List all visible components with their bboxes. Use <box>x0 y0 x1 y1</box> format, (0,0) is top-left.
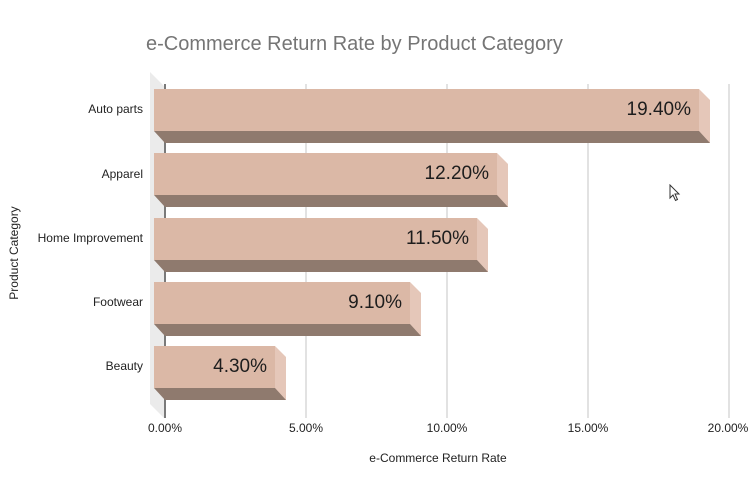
y-axis-title: Product Category <box>7 206 21 300</box>
bar: 9.10% <box>154 282 421 336</box>
category-label: Beauty <box>105 359 143 373</box>
bar-value-label: 12.20% <box>424 163 489 184</box>
bar-side-face <box>410 282 421 336</box>
bar-side-face <box>275 346 286 400</box>
bar-bottom-face <box>154 260 488 272</box>
category-label: Apparel <box>101 167 143 181</box>
x-tick-label: 0.00% <box>147 421 183 435</box>
x-axis-title: e-Commerce Return Rate <box>369 451 507 465</box>
bar: 12.20% <box>154 153 508 207</box>
bar-value-label: 9.10% <box>348 292 402 313</box>
bar-front-face <box>154 282 410 324</box>
mouse-cursor-icon <box>669 184 681 202</box>
bar-value-label: 4.30% <box>213 356 267 377</box>
bar: 4.30% <box>154 346 286 400</box>
x-tick-label: 10.00% <box>426 421 468 435</box>
bar-bottom-face <box>154 324 421 336</box>
bar-front-face <box>154 346 275 388</box>
x-tick-label: 20.00% <box>707 421 749 435</box>
bar-front-face <box>154 89 699 131</box>
bar-bottom-face <box>154 131 710 143</box>
bar-front-face <box>154 153 497 195</box>
chart-title: e-Commerce Return Rate by Product Catego… <box>146 33 563 55</box>
bar-value-label: 19.40% <box>626 99 691 120</box>
gridline-15 <box>587 84 589 418</box>
category-label: Home Improvement <box>37 231 143 245</box>
bar-side-face <box>699 89 710 143</box>
x-tick-label: 15.00% <box>567 421 609 435</box>
bar-value-label: 11.50% <box>405 228 469 249</box>
category-label: Footwear <box>92 295 143 309</box>
bar-front-face <box>154 218 477 260</box>
bar-side-face <box>497 153 508 207</box>
x-tick-label: 5.00% <box>288 421 324 435</box>
bar-bottom-face <box>154 195 508 207</box>
category-label: Auto parts <box>88 102 143 116</box>
gridline-20 <box>728 84 730 418</box>
bar-side-face <box>477 218 488 272</box>
bar: 19.40% <box>154 89 710 143</box>
bar: 11.50% <box>154 218 488 272</box>
bar-bottom-face <box>154 388 286 400</box>
